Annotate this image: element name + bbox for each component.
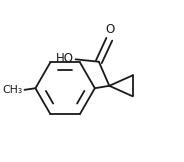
Text: O: O [105,23,115,36]
Text: CH₃: CH₃ [3,85,23,95]
Text: HO: HO [56,52,74,65]
